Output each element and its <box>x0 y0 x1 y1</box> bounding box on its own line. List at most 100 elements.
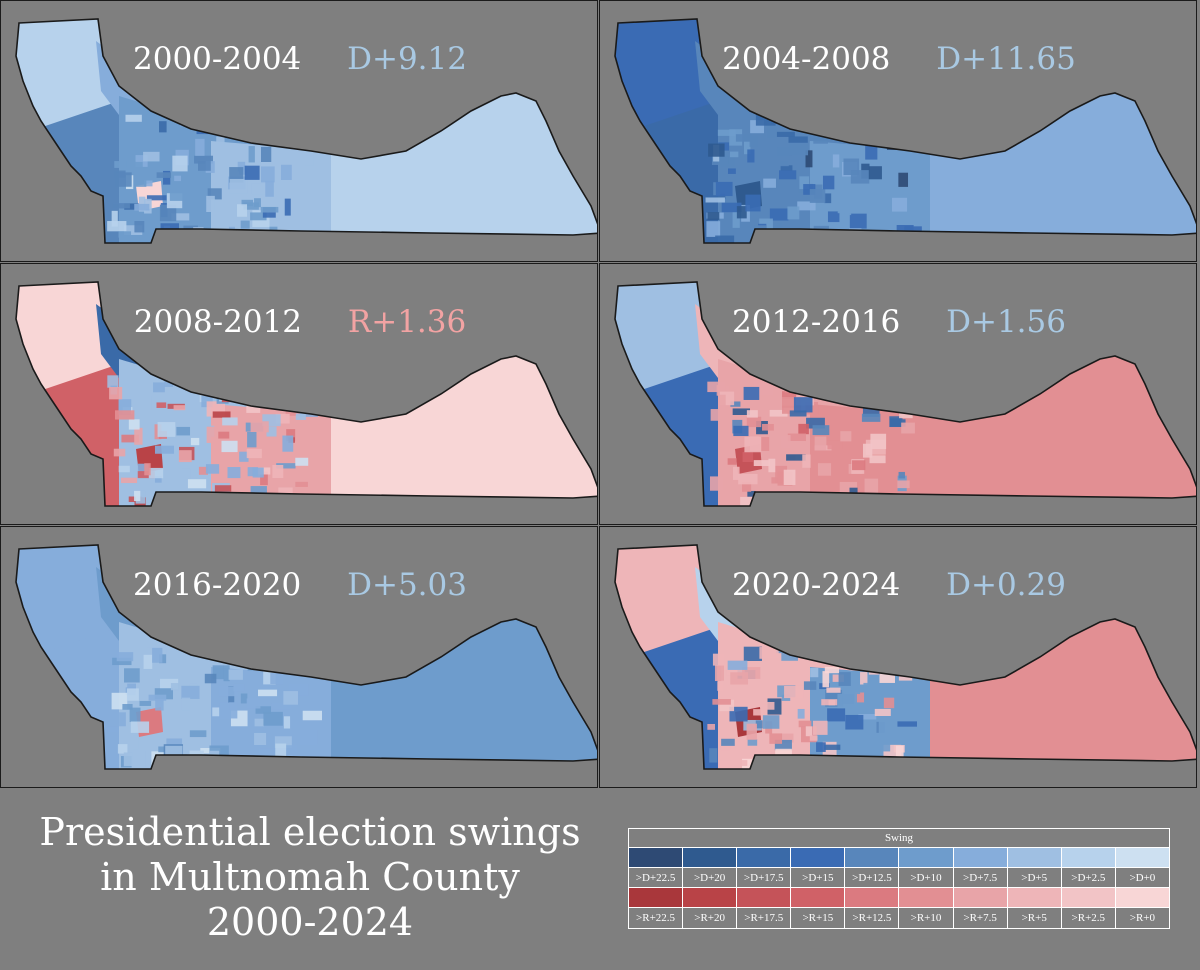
precinct <box>718 761 735 769</box>
county-map <box>614 18 1196 244</box>
legend-label: >R+20 <box>683 908 738 928</box>
precinct <box>171 213 190 221</box>
precinct <box>731 760 748 766</box>
precinct <box>271 235 279 243</box>
precinct <box>883 697 895 709</box>
precinct <box>782 232 801 243</box>
precinct <box>776 131 795 137</box>
precinct <box>258 467 271 475</box>
region-westside <box>16 627 131 769</box>
precinct <box>148 694 167 701</box>
precinct <box>263 378 276 389</box>
precinct <box>300 122 310 129</box>
panel-swing: R+1.36 <box>347 304 467 340</box>
legend-swatch <box>791 888 846 908</box>
legend-label: >D+12.5 <box>845 868 900 888</box>
precinct <box>134 220 145 233</box>
precinct <box>139 700 152 706</box>
precinct <box>718 394 726 411</box>
precinct <box>123 225 143 235</box>
swing-legend: Swing >D+22.5 >D+20 >D+17.5 >D+15 >D+12.… <box>628 828 1170 929</box>
precinct <box>143 151 160 162</box>
precinct <box>882 496 889 506</box>
precinct <box>254 381 266 390</box>
precinct <box>143 180 153 187</box>
map-panel-2012-2016: 2012-2016 D+1.56 <box>599 263 1197 525</box>
precinct <box>269 226 278 243</box>
precinct <box>869 455 886 464</box>
precinct <box>784 685 804 699</box>
precinct <box>753 709 764 716</box>
precinct <box>903 394 917 412</box>
precinct <box>743 386 760 400</box>
precinct <box>156 172 172 178</box>
precinct <box>870 130 883 144</box>
precinct <box>276 463 296 469</box>
precinct <box>895 745 904 760</box>
precinct <box>873 145 886 162</box>
precinct <box>176 426 191 436</box>
panel-period: 2020-2024 <box>732 567 901 603</box>
precinct <box>172 155 188 172</box>
precinct <box>805 726 813 737</box>
precinct <box>198 466 209 475</box>
precinct <box>113 448 126 457</box>
title-line: Presidential election swings <box>39 810 581 854</box>
precinct <box>742 452 754 463</box>
precinct <box>715 181 733 197</box>
precinct <box>759 218 773 230</box>
precinct <box>812 720 828 735</box>
precinct <box>112 203 130 209</box>
precinct <box>256 117 276 124</box>
legend-swatch <box>953 888 1008 908</box>
precinct <box>120 477 138 484</box>
legend-swatch <box>791 848 846 868</box>
precinct <box>250 421 269 433</box>
precinct <box>777 147 792 156</box>
precinct <box>801 497 820 506</box>
precinct <box>275 743 287 759</box>
precinct <box>809 189 826 203</box>
precinct <box>269 398 286 407</box>
panel-period: 2000-2004 <box>133 41 302 77</box>
precinct <box>789 410 807 417</box>
precinct <box>212 707 220 717</box>
precinct <box>268 127 288 134</box>
precinct <box>705 197 725 203</box>
precinct <box>810 667 819 678</box>
precinct <box>235 494 251 505</box>
precinct <box>254 129 271 137</box>
county-outline <box>15 281 597 507</box>
precinct <box>197 642 218 651</box>
region-westside <box>16 101 131 243</box>
precinct <box>250 212 267 221</box>
precinct <box>898 471 905 479</box>
precinct <box>259 748 279 754</box>
precinct <box>850 170 870 184</box>
precinct <box>225 230 240 239</box>
precinct <box>154 688 174 700</box>
precinct <box>837 693 857 709</box>
precinct <box>864 478 879 494</box>
county-outline <box>614 18 1196 244</box>
precinct <box>730 401 741 407</box>
map-panel-2008-2012: 2008-2012 R+1.36 <box>0 263 598 525</box>
precinct <box>181 468 191 480</box>
precinct <box>841 688 861 695</box>
precinct <box>766 701 775 710</box>
precinct <box>223 665 230 682</box>
precinct <box>746 410 758 418</box>
legend-label: >D+7.5 <box>953 868 1008 888</box>
precinct <box>880 378 891 395</box>
legend-label: >R+0 <box>1129 912 1156 924</box>
precinct <box>709 476 724 491</box>
panel-swing: D+0.29 <box>946 567 1066 603</box>
precinct <box>826 687 841 693</box>
precinct <box>709 748 718 763</box>
precinct <box>809 141 828 151</box>
precinct <box>827 211 840 223</box>
precinct <box>260 640 270 647</box>
legend-label: >R+10 <box>899 908 954 928</box>
precinct <box>799 176 810 190</box>
precinct <box>159 756 170 769</box>
